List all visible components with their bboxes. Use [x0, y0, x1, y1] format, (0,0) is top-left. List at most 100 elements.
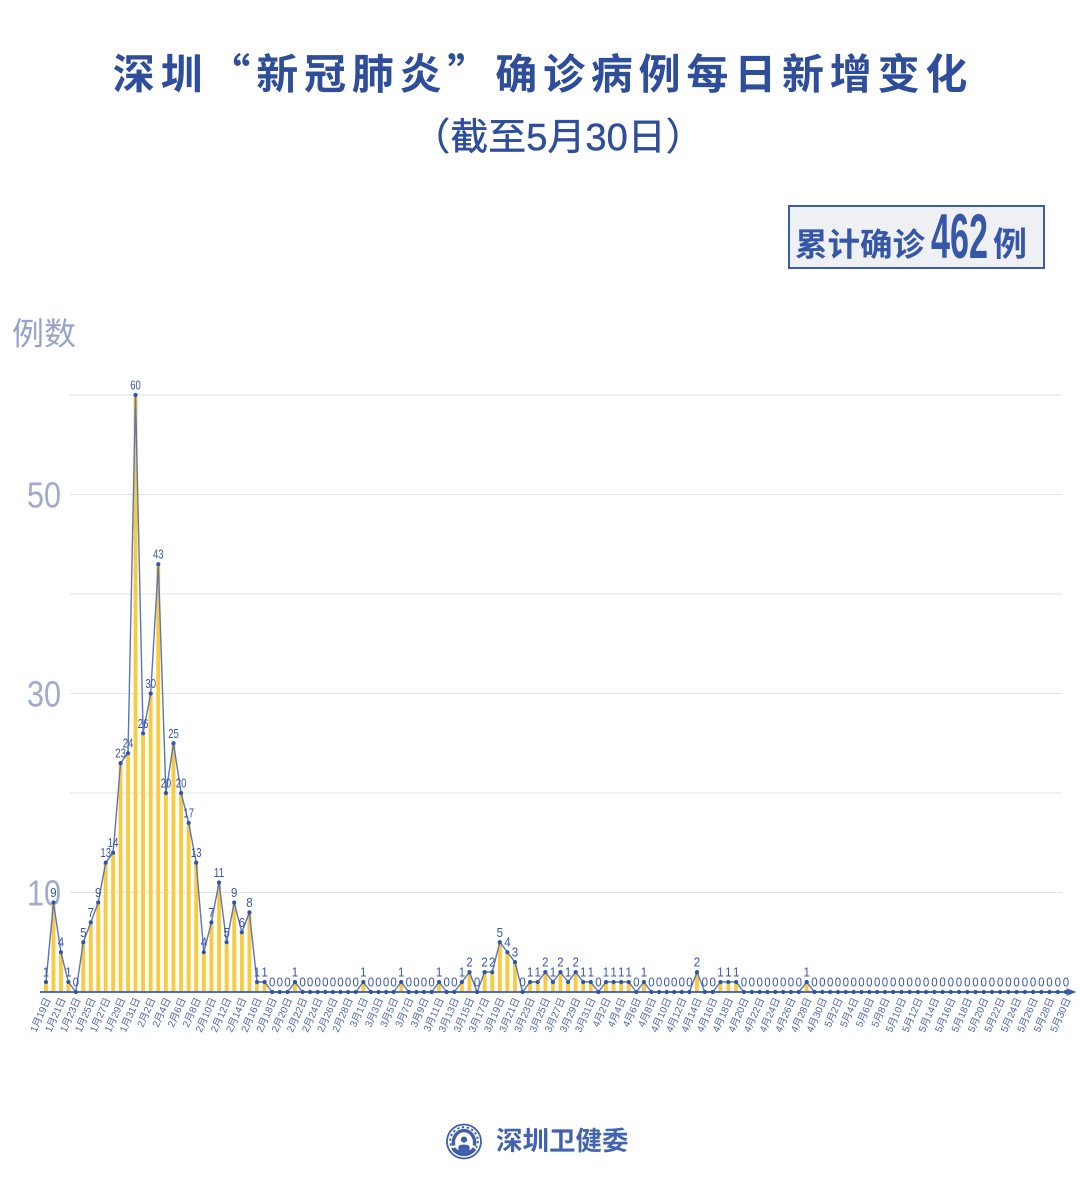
svg-text:1: 1 [254, 965, 260, 980]
svg-text:0: 0 [595, 975, 601, 990]
svg-text:0: 0 [757, 975, 763, 990]
svg-text:1: 1 [610, 965, 616, 980]
svg-text:例数: 例数 [12, 309, 76, 355]
svg-text:0: 0 [858, 975, 864, 990]
svg-text:462: 462 [931, 202, 988, 272]
svg-text:0: 0 [686, 975, 692, 990]
svg-text:13: 13 [100, 845, 111, 860]
svg-text:0: 0 [972, 975, 978, 990]
svg-text:0: 0 [1022, 975, 1028, 990]
svg-text:0: 0 [997, 975, 1003, 990]
svg-text:3: 3 [512, 945, 518, 960]
svg-text:9: 9 [95, 885, 101, 900]
svg-text:1: 1 [292, 965, 298, 980]
svg-text:0: 0 [702, 975, 708, 990]
svg-text:30: 30 [27, 674, 61, 715]
svg-text:0: 0 [931, 975, 937, 990]
svg-text:0: 0 [964, 975, 970, 990]
svg-text:1: 1 [725, 965, 731, 980]
svg-text:1: 1 [580, 965, 586, 980]
svg-text:0: 0 [710, 975, 716, 990]
svg-text:1: 1 [618, 965, 624, 980]
svg-text:0: 0 [353, 975, 359, 990]
svg-text:2: 2 [481, 955, 487, 970]
svg-text:2: 2 [694, 955, 700, 970]
svg-text:1: 1 [603, 965, 609, 980]
svg-text:1: 1 [459, 965, 465, 980]
svg-text:0: 0 [451, 975, 457, 990]
svg-text:0: 0 [428, 975, 434, 990]
svg-text:1: 1 [733, 965, 739, 980]
svg-text:0: 0 [474, 975, 480, 990]
svg-text:5: 5 [497, 925, 503, 940]
svg-text:1: 1 [398, 965, 404, 980]
svg-text:累计确诊: 累计确诊 [795, 219, 926, 266]
svg-text:0: 0 [413, 975, 419, 990]
svg-text:0: 0 [890, 975, 896, 990]
svg-text:24: 24 [123, 736, 134, 751]
svg-text:0: 0 [989, 975, 995, 990]
svg-text:60: 60 [130, 378, 141, 393]
svg-text:23: 23 [115, 746, 126, 761]
svg-text:50: 50 [27, 475, 61, 516]
svg-text:0: 0 [383, 975, 389, 990]
svg-text:0: 0 [907, 975, 913, 990]
svg-text:1: 1 [550, 965, 556, 980]
svg-text:8: 8 [246, 895, 252, 910]
svg-text:0: 0 [882, 975, 888, 990]
svg-text:0: 0 [337, 975, 343, 990]
svg-text:0: 0 [330, 975, 336, 990]
svg-text:0: 0 [811, 975, 817, 990]
svg-text:17: 17 [183, 805, 194, 820]
svg-text:0: 0 [73, 975, 79, 990]
svg-text:14: 14 [108, 835, 119, 850]
svg-text:25: 25 [168, 726, 179, 741]
svg-text:0: 0 [1055, 975, 1061, 990]
svg-text:1: 1 [535, 965, 541, 980]
svg-text:4: 4 [201, 935, 207, 950]
svg-text:20: 20 [161, 776, 172, 791]
svg-text:1: 1 [65, 965, 71, 980]
svg-text:1: 1 [43, 965, 49, 980]
svg-text:0: 0 [866, 975, 872, 990]
svg-text:0: 0 [749, 975, 755, 990]
svg-text:1: 1 [588, 965, 594, 980]
svg-text:0: 0 [898, 975, 904, 990]
svg-text:4: 4 [58, 935, 64, 950]
svg-text:1: 1 [527, 965, 533, 980]
svg-text:0: 0 [277, 975, 283, 990]
svg-text:0: 0 [827, 975, 833, 990]
svg-text:0: 0 [307, 975, 313, 990]
svg-text:43: 43 [153, 547, 164, 562]
svg-text:1: 1 [717, 965, 723, 980]
svg-text:0: 0 [1038, 975, 1044, 990]
svg-text:0: 0 [375, 975, 381, 990]
svg-text:26: 26 [138, 716, 149, 731]
svg-text:13: 13 [191, 845, 202, 860]
svg-text:0: 0 [322, 975, 328, 990]
svg-text:0: 0 [269, 975, 275, 990]
svg-text:5: 5 [80, 925, 86, 940]
svg-text:0: 0 [874, 975, 880, 990]
svg-text:0: 0 [444, 975, 450, 990]
svg-text:9: 9 [231, 885, 237, 900]
svg-text:例: 例 [993, 217, 1027, 266]
svg-text:2: 2 [466, 955, 472, 970]
svg-text:20: 20 [176, 776, 187, 791]
svg-text:2: 2 [542, 955, 548, 970]
svg-text:1: 1 [360, 965, 366, 980]
svg-text:0: 0 [923, 975, 929, 990]
svg-text:0: 0 [1030, 975, 1036, 990]
svg-text:2: 2 [557, 955, 563, 970]
svg-text:0: 0 [741, 975, 747, 990]
svg-text:0: 0 [939, 975, 945, 990]
svg-text:6: 6 [239, 915, 245, 930]
svg-text:1: 1 [641, 965, 647, 980]
svg-text:0: 0 [1005, 975, 1011, 990]
svg-text:（截至5月30日）: （截至5月30日） [412, 106, 703, 161]
svg-text:0: 0 [1063, 975, 1069, 990]
svg-text:0: 0 [421, 975, 427, 990]
svg-text:30: 30 [145, 676, 156, 691]
svg-text:4: 4 [504, 935, 510, 950]
svg-text:0: 0 [772, 975, 778, 990]
